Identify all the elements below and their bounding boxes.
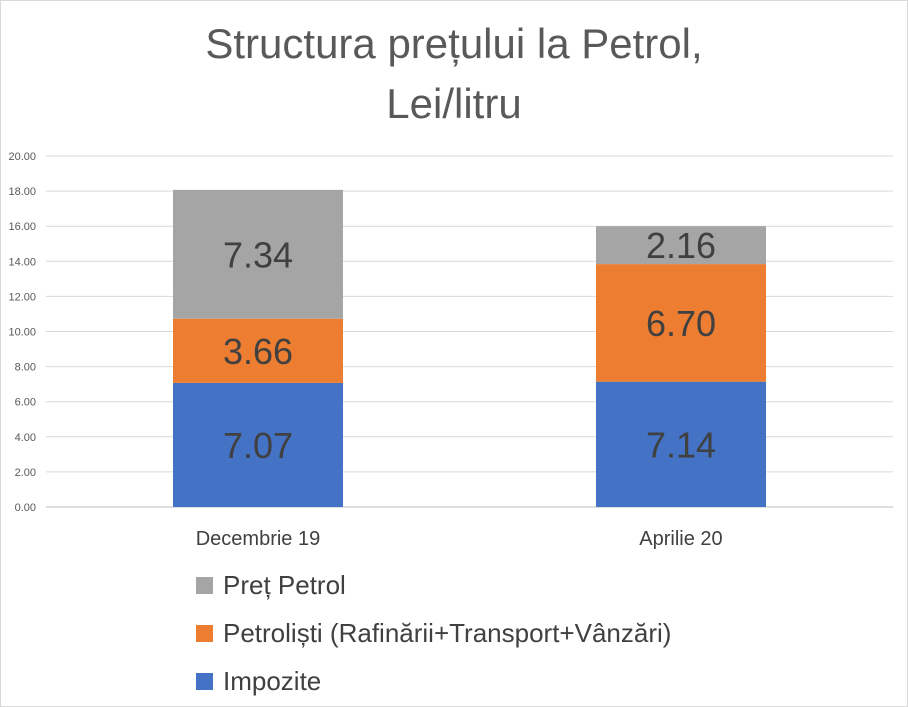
bar-segment <box>596 264 766 382</box>
x-category-label: Decembrie 19 <box>196 528 321 550</box>
data-label: 3.66 <box>223 331 293 372</box>
data-label: 7.07 <box>223 425 293 466</box>
legend-swatch-pret-petrol <box>196 576 213 594</box>
stacked-bar-chart: 0.00 2.00 4.00 6.00 8.00 10.00 12.00 14.00 16.00… <box>8 151 893 550</box>
data-label: 2.16 <box>646 225 716 266</box>
y-tick-label: 8.00 <box>15 362 36 374</box>
legend-item-impozite: Impozite <box>196 657 671 705</box>
legend-label-pret-petrol: Preț Petrol <box>223 569 346 600</box>
chart-title: Structura prețului la Petrol, Lei/litru <box>0 14 908 134</box>
bar-segment <box>596 381 766 507</box>
bar-segment <box>596 226 766 265</box>
y-tick-label: 12.00 <box>8 291 36 303</box>
y-tick-label: 20.00 <box>8 151 36 163</box>
x-category-label: Aprilie 20 <box>639 528 722 550</box>
y-tick-label: 2.00 <box>15 467 36 479</box>
data-label: 7.14 <box>646 424 716 465</box>
legend-item-pret-petrol: Preț Petrol <box>196 561 671 609</box>
bar-segment <box>173 189 343 319</box>
bar-segment <box>173 318 343 383</box>
y-tick-label: 18.00 <box>8 186 36 198</box>
data-label: 7.34 <box>223 234 293 275</box>
chart-title-line-2: Lei/litru <box>386 80 522 127</box>
y-tick-label: 4.00 <box>15 432 36 444</box>
legend: Preț Petrol Petroliști (Rafinării+Transp… <box>196 561 671 705</box>
y-tick-label: 0.00 <box>15 502 36 514</box>
legend-item-petrolisti: Petroliști (Rafinării+Transport+Vânzări) <box>196 609 671 657</box>
legend-swatch-impozite <box>196 672 213 690</box>
y-tick-label: 6.00 <box>15 397 36 409</box>
bar-segment <box>173 382 343 507</box>
y-tick-label: 10.00 <box>8 327 36 339</box>
y-tick-label: 16.00 <box>8 221 36 233</box>
legend-label-petrolisti: Petroliști (Rafinării+Transport+Vânzări) <box>223 617 672 648</box>
chart-title-line-1: Structura prețului la Petrol, <box>205 20 703 67</box>
legend-swatch-petrolisti <box>196 624 213 642</box>
y-tick-label: 14.00 <box>8 256 36 268</box>
legend-label-impozite: Impozite <box>223 665 322 696</box>
data-label: 6.70 <box>646 303 716 344</box>
